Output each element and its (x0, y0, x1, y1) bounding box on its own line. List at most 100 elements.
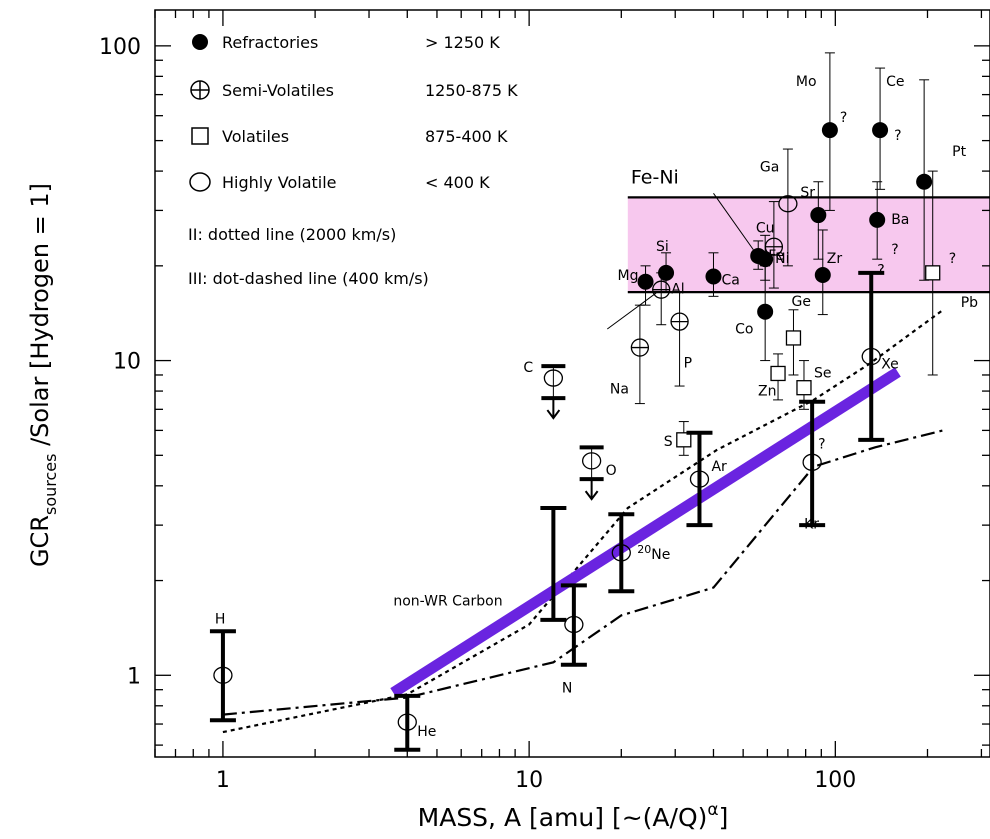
legend-entry: Semi-Volatiles 1250-875 K (190, 80, 518, 100)
point-h: H (209, 611, 236, 723)
marker-filled (810, 207, 827, 224)
question-mark: ? (891, 242, 898, 258)
question-mark: ? (877, 263, 884, 279)
marker-filled (869, 211, 886, 228)
point-label: Al (671, 282, 684, 298)
y-tick-label: 100 (99, 35, 141, 60)
marker-filled (916, 173, 933, 190)
point-label: O (606, 463, 617, 479)
marker-square (770, 365, 786, 382)
marker-filled (637, 273, 654, 290)
x-axis-label-sup: α (707, 800, 718, 820)
point-kr: Kr? (799, 399, 826, 532)
point-label: Ge (791, 294, 810, 310)
question-mark: ? (949, 251, 956, 267)
y-tick-label: 1 (127, 664, 141, 689)
point-label: N (562, 681, 572, 697)
limit-arrow-head (584, 490, 599, 501)
marker-filled (705, 268, 722, 285)
y-axis-label-end: /Solar [Hydrogen = 1] (26, 183, 54, 454)
marker-open (397, 713, 417, 731)
point-sr: Sr (800, 181, 827, 260)
x-axis-label: MASS, A [amu] [~(A/Q)α] (418, 800, 729, 832)
point-pb: Pb? (925, 170, 978, 376)
point-mo: Mo? (796, 52, 847, 211)
point-non-wr-carbon: non-WR Carbon (393, 506, 567, 622)
legend-note: II: dotted line (2000 km/s) (188, 225, 396, 244)
question-mark: ? (894, 128, 901, 144)
marker-filled (872, 122, 889, 139)
dotted-model-line (222, 308, 944, 734)
point-pt: Pt (916, 79, 967, 281)
legend-marker-filled (192, 34, 208, 50)
question-mark: ? (818, 436, 825, 452)
marker-open (213, 666, 233, 684)
point-label: Ni (775, 251, 789, 267)
point-al: Al (652, 272, 685, 326)
point-ni: Ni (757, 234, 790, 281)
x-tick-label: 100 (814, 768, 856, 793)
fit-line (390, 367, 901, 698)
point-label: Zn (758, 383, 776, 399)
point-label: Pb (961, 295, 978, 311)
point-label: Ar (711, 459, 727, 475)
point-label: Cu (756, 221, 775, 237)
legend-label: Highly Volatile (222, 173, 337, 192)
legend-marker-open (189, 172, 211, 192)
legend-label: Semi-Volatiles (222, 81, 334, 100)
marker-filled (757, 251, 774, 268)
al-pointer (606, 292, 657, 330)
marker-open (802, 453, 822, 471)
marker-square (785, 330, 802, 346)
question-mark: ? (840, 110, 847, 126)
legend-range: > 1250 K (425, 33, 500, 52)
marker-filled (821, 122, 838, 139)
point-20ne: 20Ne (608, 512, 670, 594)
y-tick-label: 10 (113, 350, 141, 375)
point-label: Na (610, 382, 629, 398)
point-ca: Ca (705, 252, 740, 297)
point-label: Mo (796, 74, 817, 90)
legend-entry: Volatiles 875-400 K (191, 127, 508, 146)
point-zr: Zr (814, 229, 842, 316)
point-n: N (560, 583, 587, 697)
point-label: Pt (952, 144, 966, 160)
fe-ni-pointer (713, 193, 754, 251)
point-ga: Ga (760, 148, 798, 267)
legend-entry: Highly Volatile < 400 K (189, 172, 490, 192)
point-s: S (664, 421, 692, 456)
point-ba: Ba? (869, 181, 909, 260)
legend-label: Refractories (222, 33, 318, 52)
limit-arrow-head (546, 409, 561, 420)
x-tick-label: 1 (216, 768, 230, 793)
point-zn: Zn (758, 353, 786, 401)
point-label: non-WR Carbon (393, 593, 502, 609)
x-tick-label: 10 (515, 768, 543, 793)
y-axis-label: GCRsources /Solar [Hydrogen = 1] (26, 183, 60, 567)
point-label: C (523, 360, 533, 376)
marker-square (676, 432, 692, 448)
marker-open (581, 452, 602, 470)
point-label: Mg (618, 268, 639, 284)
fe-ni-band-label: Fe-Ni (631, 167, 679, 189)
marker-open (543, 369, 564, 387)
marker-filled (757, 303, 774, 320)
point-xe: Xe? (858, 263, 899, 442)
point-label: Xe (881, 357, 899, 373)
point-label: He (417, 724, 436, 740)
point-p: P (670, 291, 692, 387)
point-cu: Cu (756, 201, 784, 289)
legend-note: III: dot-dashed line (400 km/s) (188, 269, 429, 288)
marker-filled (814, 267, 831, 284)
marker-square (925, 265, 941, 281)
legend-marker-square (191, 127, 209, 145)
y-axis-label-sub: sources (41, 454, 60, 515)
legend-range: 875-400 K (425, 127, 508, 146)
point-label: 20Ne (637, 543, 670, 563)
y-axis-label-main: GCR (26, 515, 54, 567)
x-axis-label-end: ] (719, 803, 729, 832)
point-he: He (394, 693, 436, 752)
point-label: Kr (804, 516, 819, 532)
point-na: Na (610, 304, 650, 405)
point-o: O (579, 445, 617, 501)
